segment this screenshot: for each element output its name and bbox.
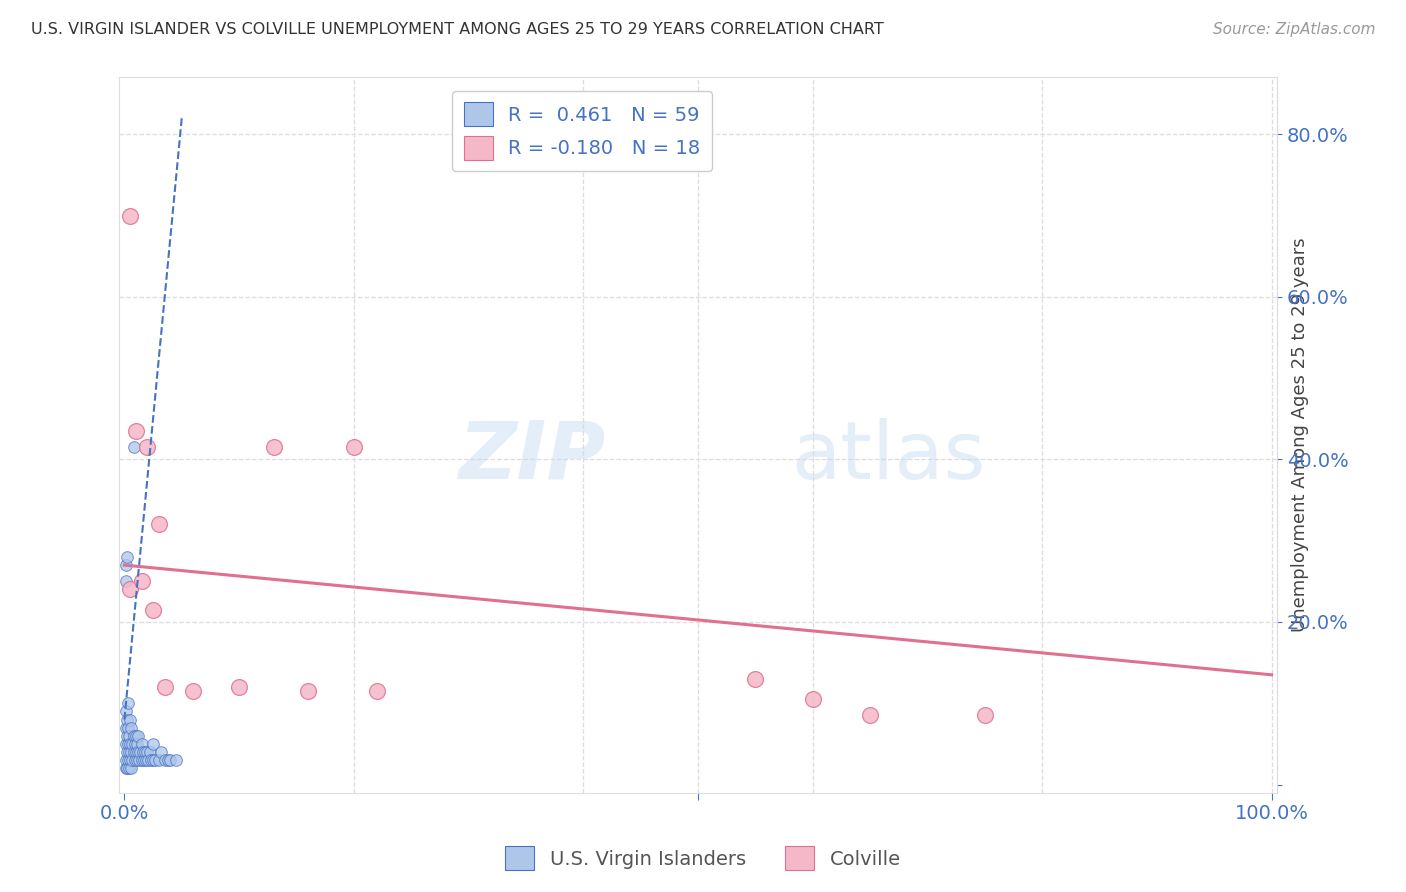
Point xyxy=(114,761,136,775)
Point xyxy=(138,745,160,759)
Point xyxy=(114,574,136,589)
Point xyxy=(159,753,181,767)
Point xyxy=(973,708,995,723)
Text: atlas: atlas xyxy=(790,417,986,496)
Point xyxy=(150,745,173,759)
Point xyxy=(115,745,138,759)
Point xyxy=(139,753,162,767)
Point xyxy=(121,737,143,751)
Point xyxy=(118,761,141,775)
Point xyxy=(366,684,388,698)
Point xyxy=(117,696,139,710)
Point xyxy=(120,761,142,775)
Point xyxy=(118,729,141,743)
Point xyxy=(115,549,138,564)
Point xyxy=(142,753,165,767)
Point xyxy=(120,745,142,759)
Point xyxy=(125,729,148,743)
Point xyxy=(153,753,176,767)
Point xyxy=(859,708,882,723)
Point xyxy=(121,753,143,767)
Point xyxy=(122,440,145,454)
Point xyxy=(142,603,165,617)
Point xyxy=(127,745,149,759)
Point xyxy=(136,440,159,454)
Point xyxy=(263,440,285,454)
Text: ZIP: ZIP xyxy=(458,417,606,496)
Point xyxy=(125,753,148,767)
Point xyxy=(117,721,139,735)
Point xyxy=(114,705,136,719)
Text: U.S. VIRGIN ISLANDER VS COLVILLE UNEMPLOYMENT AMONG AGES 25 TO 29 YEARS CORRELAT: U.S. VIRGIN ISLANDER VS COLVILLE UNEMPLO… xyxy=(31,22,884,37)
Point xyxy=(120,721,142,735)
Point xyxy=(138,753,160,767)
Point xyxy=(142,737,165,751)
Point xyxy=(122,745,145,759)
Point xyxy=(148,753,170,767)
Point xyxy=(114,737,136,751)
Point xyxy=(117,753,139,767)
Point xyxy=(114,558,136,573)
Point xyxy=(114,753,136,767)
Point xyxy=(125,737,148,751)
Point xyxy=(153,680,176,694)
Text: Source: ZipAtlas.com: Source: ZipAtlas.com xyxy=(1212,22,1375,37)
Point xyxy=(801,692,824,706)
Point xyxy=(117,737,139,751)
Point xyxy=(145,753,167,767)
Point xyxy=(115,729,138,743)
Point xyxy=(124,737,146,751)
Point xyxy=(156,753,179,767)
Point xyxy=(120,582,142,597)
Point xyxy=(132,745,155,759)
Point xyxy=(128,753,150,767)
Point xyxy=(136,745,159,759)
Point xyxy=(125,424,148,438)
Point xyxy=(131,574,153,589)
Point xyxy=(343,440,366,454)
Point xyxy=(131,753,153,767)
Legend: U.S. Virgin Islanders, Colville: U.S. Virgin Islanders, Colville xyxy=(498,838,908,878)
Point xyxy=(127,729,149,743)
Point xyxy=(165,753,187,767)
Point xyxy=(181,684,204,698)
Legend: R =  0.461   N = 59, R = -0.180   N = 18: R = 0.461 N = 59, R = -0.180 N = 18 xyxy=(453,91,713,171)
Y-axis label: Unemployment Among Ages 25 to 29 years: Unemployment Among Ages 25 to 29 years xyxy=(1291,238,1309,632)
Point xyxy=(135,753,157,767)
Point xyxy=(115,761,138,775)
Point xyxy=(115,713,138,727)
Point xyxy=(148,517,170,532)
Point xyxy=(114,721,136,735)
Point xyxy=(122,729,145,743)
Point xyxy=(120,209,142,223)
Point xyxy=(118,745,141,759)
Point xyxy=(744,672,766,686)
Point xyxy=(120,753,142,767)
Point xyxy=(134,745,156,759)
Point xyxy=(125,745,148,759)
Point xyxy=(228,680,250,694)
Point xyxy=(124,753,146,767)
Point xyxy=(297,684,319,698)
Point xyxy=(120,737,142,751)
Point xyxy=(129,745,152,759)
Point xyxy=(120,713,142,727)
Point xyxy=(131,737,153,751)
Point xyxy=(132,753,155,767)
